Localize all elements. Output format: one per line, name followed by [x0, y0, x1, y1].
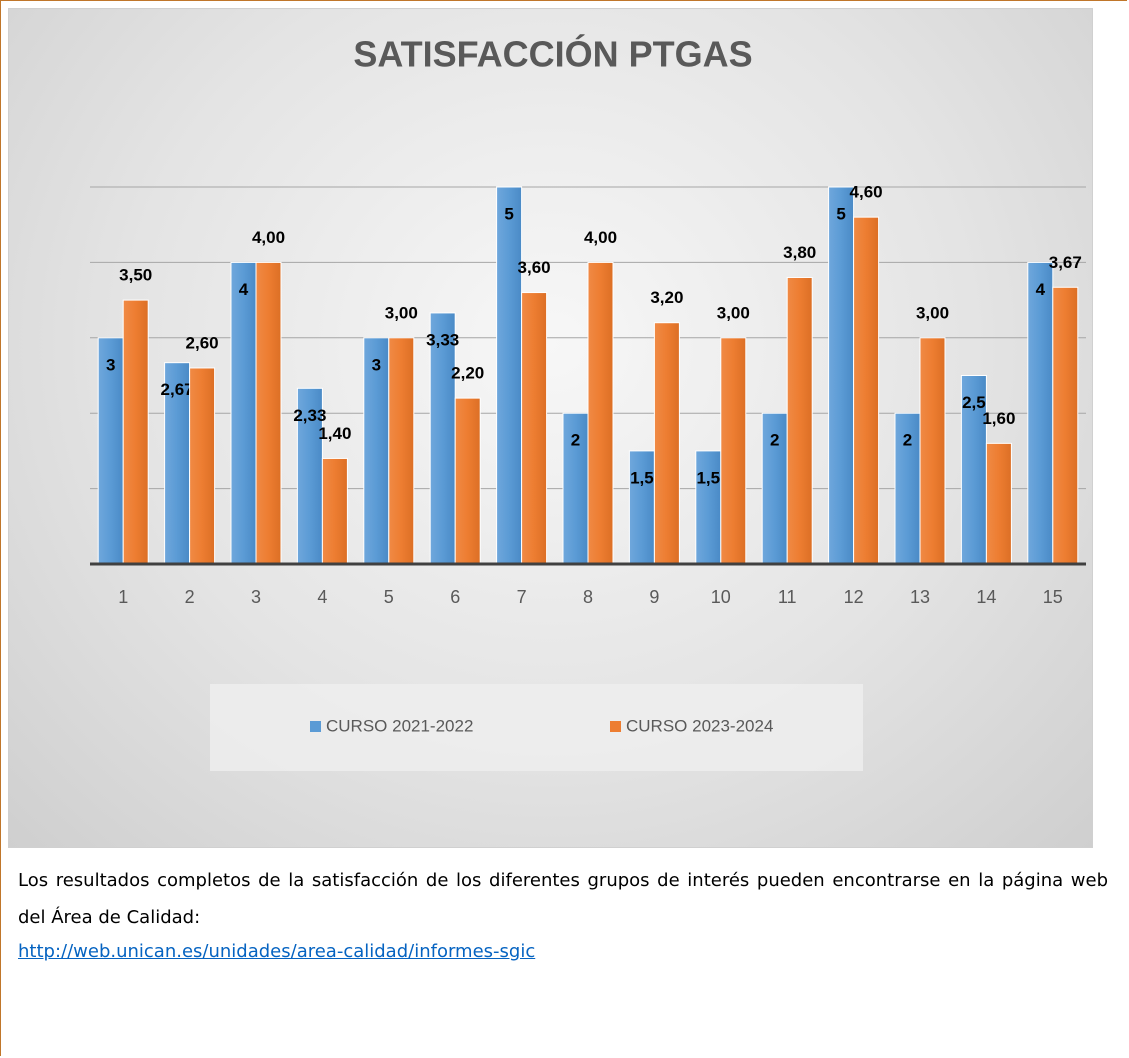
data-label: 3,50 — [119, 266, 152, 285]
x-tick-label: 15 — [1043, 587, 1063, 607]
bar — [521, 292, 548, 565]
bar — [587, 261, 614, 565]
bar — [429, 312, 456, 565]
x-tick-label: 5 — [384, 587, 394, 607]
x-tick-label: 9 — [649, 587, 659, 607]
legend-label: CURSO 2021-2022 — [326, 716, 473, 735]
data-label: 3,67 — [1049, 253, 1082, 272]
x-tick-label: 4 — [317, 587, 327, 607]
bar — [628, 450, 655, 565]
x-tick-label: 13 — [910, 587, 930, 607]
chart-title: SATISFACCIÓN PTGAS — [353, 33, 752, 75]
x-tick-label: 8 — [583, 587, 593, 607]
x-tick-label: 1 — [118, 587, 128, 607]
x-tick-label: 11 — [778, 587, 797, 607]
bar — [919, 337, 946, 565]
bar — [1027, 261, 1054, 565]
data-label: 3,33 — [426, 330, 459, 349]
link[interactable]: http://web.unican.es/unidades/area-calid… — [18, 941, 536, 962]
x-tick-label: 6 — [450, 587, 460, 607]
x-tick-label: 2 — [185, 587, 195, 607]
legend-swatch — [610, 721, 621, 732]
bar — [230, 261, 257, 565]
bar — [255, 261, 282, 565]
bar — [720, 337, 747, 565]
bar — [122, 299, 149, 565]
data-label: 3,00 — [717, 303, 750, 322]
legend-label: CURSO 2023-2024 — [626, 716, 773, 735]
data-label: 4 — [1036, 280, 1046, 299]
bar — [960, 375, 987, 565]
paragraph: Los resultados completos de la satisfacc… — [18, 870, 1108, 928]
bar — [853, 216, 880, 565]
bar — [695, 450, 722, 565]
data-label: 2,5 — [962, 393, 986, 412]
bar — [321, 457, 348, 565]
data-label: 5 — [504, 204, 513, 223]
data-label: 1,5 — [696, 468, 720, 487]
data-label: 3,60 — [518, 258, 551, 277]
data-label: 4,00 — [584, 228, 617, 247]
data-label: 3,00 — [385, 303, 418, 322]
data-label: 1,60 — [982, 409, 1015, 428]
bar — [985, 442, 1012, 565]
bar — [653, 322, 680, 565]
data-label: 4,00 — [252, 228, 285, 247]
data-label: 2 — [903, 431, 912, 450]
x-tick-label: 7 — [517, 587, 527, 607]
data-label: 2 — [571, 431, 580, 450]
bar — [189, 367, 216, 565]
chart: SATISFACCIÓN PTGAS 133,5022,672,60344,00… — [90, 33, 1086, 771]
data-label: 2,20 — [451, 364, 484, 383]
data-label: 2,67 — [161, 380, 194, 399]
bar — [786, 276, 813, 565]
bar — [1052, 286, 1079, 565]
x-tick-label: 3 — [251, 587, 261, 607]
bar — [296, 387, 323, 565]
data-label: 5 — [836, 204, 845, 223]
data-label: 4 — [239, 280, 249, 299]
data-label: 3 — [372, 355, 381, 374]
bar — [496, 186, 523, 565]
data-label: 1,40 — [318, 424, 351, 443]
data-label: 2,33 — [293, 406, 326, 425]
data-label: 4,60 — [850, 183, 883, 202]
x-tick-label: 10 — [711, 587, 731, 607]
bar — [828, 186, 855, 565]
bar — [454, 397, 481, 565]
data-label: 2,60 — [186, 333, 219, 352]
data-label: 2 — [770, 431, 779, 450]
bar — [761, 412, 788, 565]
data-label: 3,00 — [916, 303, 949, 322]
data-label: 3 — [106, 355, 115, 374]
data-label: 1,5 — [630, 468, 654, 487]
legend-swatch — [310, 721, 321, 732]
x-tick-label: 12 — [844, 587, 864, 607]
x-tick-label: 14 — [976, 587, 996, 607]
bar — [388, 337, 415, 565]
data-label: 3,20 — [650, 288, 683, 307]
data-label: 3,80 — [783, 243, 816, 262]
